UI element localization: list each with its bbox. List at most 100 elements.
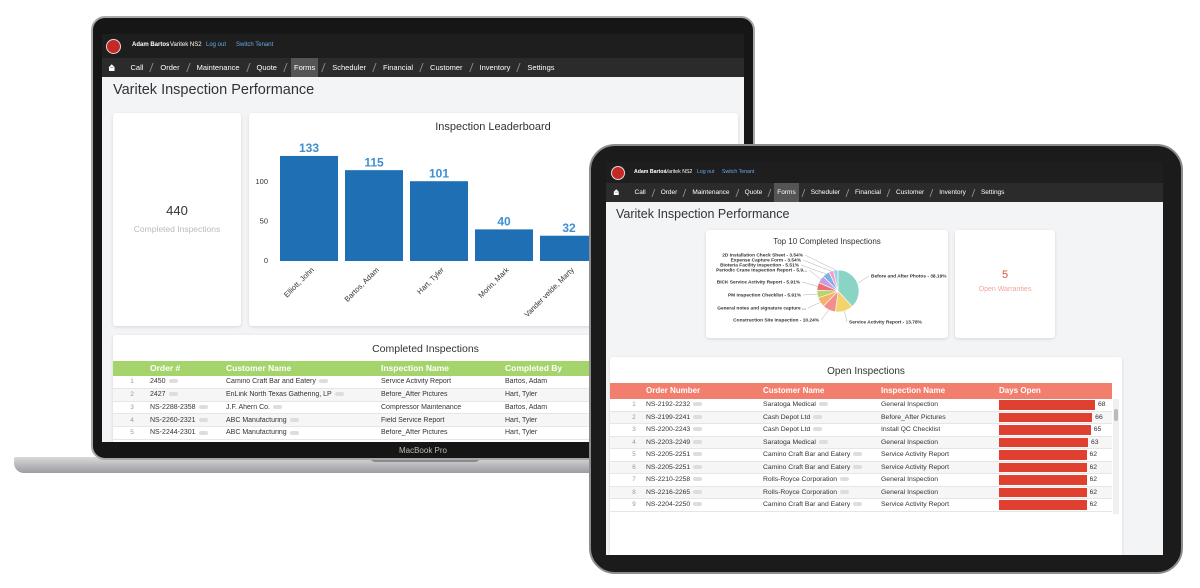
- scrollbar-thumb: [1114, 409, 1118, 421]
- bar-value-label: 115: [364, 155, 384, 169]
- bar-value-label: 101: [429, 166, 449, 180]
- table-cell: Before_After Pictures: [381, 429, 501, 436]
- nav-item[interactable]: Forms: [774, 183, 799, 202]
- leader-line: [802, 259, 832, 272]
- nav-separator: [516, 63, 521, 72]
- cell-text: EnLink North Texas Gathering, LP: [226, 390, 332, 398]
- table-cell: NS-2192-2232: [646, 401, 759, 408]
- nav-item[interactable]: Call: [130, 63, 144, 72]
- nav-item[interactable]: Customer: [896, 189, 925, 196]
- nav-item[interactable]: Quote: [256, 63, 277, 72]
- table-row: 5 NS-2244-2301 ABC Manufacturing Before_Aft…: [113, 427, 738, 440]
- table-row: 1 NS-2192-2232 Saratoga Medical General Ins…: [610, 399, 1112, 412]
- logo: [611, 165, 625, 180]
- days-value: 62: [1089, 501, 1098, 509]
- pill: [693, 427, 703, 432]
- nav-item[interactable]: Quote: [744, 189, 763, 196]
- table-cell: Service Activity Report: [381, 378, 501, 385]
- nav-item[interactable]: Financial: [383, 63, 414, 72]
- table-cell: Camino Craft Bar and Eatery: [763, 464, 877, 471]
- pie-slice: [833, 269, 839, 292]
- pill: [198, 430, 208, 435]
- row-number: 5: [130, 429, 134, 437]
- table-cell: NS-2200-2243: [646, 426, 759, 433]
- nav-item[interactable]: Settings: [980, 189, 1005, 196]
- nav-item[interactable]: Maintenance: [692, 189, 730, 196]
- table-cell: Hart, Tyler: [505, 417, 734, 424]
- table-cell: General Inspection: [881, 476, 995, 483]
- nav-item[interactable]: Forms: [290, 58, 319, 77]
- nav-item[interactable]: Order: [160, 63, 180, 72]
- table-cell: Hart, Tyler: [505, 391, 734, 398]
- table-cell: 2450: [150, 378, 222, 385]
- slice-label: Construction Site Inspection - 10.24%: [733, 317, 820, 323]
- days-value: 68: [1098, 401, 1106, 409]
- cell-text: NS-2210-2258: [646, 476, 691, 484]
- nav-item[interactable]: Customer: [430, 63, 463, 72]
- table-cell: 2427: [150, 391, 222, 398]
- nav-item[interactable]: Inventory: [479, 63, 511, 72]
- row-number: 1: [632, 401, 636, 409]
- pill: [840, 489, 850, 494]
- row-number: 4: [632, 438, 636, 446]
- nav-separator: [845, 188, 850, 197]
- cell-text: Bartos, Adam: [505, 403, 548, 411]
- chart-title: Top 10 Completed Inspections: [773, 237, 881, 246]
- column-header: Inspection Name: [381, 363, 450, 374]
- pill: [693, 452, 703, 457]
- nav-item[interactable]: Scheduler: [810, 189, 840, 196]
- nav-item[interactable]: Settings: [527, 63, 555, 72]
- header-link[interactable]: Switch Tenant: [236, 42, 274, 49]
- pill: [693, 464, 703, 469]
- days-bar: [999, 500, 1087, 510]
- table-cell: Camino Craft Bar and Eatery: [226, 378, 377, 385]
- pill: [289, 417, 299, 422]
- table-cell: Camino Craft Bar and Eatery: [763, 451, 877, 458]
- row-number: 5: [632, 451, 636, 459]
- column-header: Order Number: [646, 386, 701, 396]
- bar-value-label: 32: [562, 221, 576, 235]
- pie-card: Top 10 Completed Inspections Before and A…: [706, 230, 948, 338]
- user-name: Adam Bartos: [132, 42, 170, 49]
- cell-text: Before_After Pictures: [381, 429, 448, 437]
- days-bar: [999, 412, 1093, 422]
- cell-text: General Inspection: [881, 438, 939, 446]
- nav-item[interactable]: Financial: [854, 189, 881, 196]
- header-link[interactable]: Switch Tenant: [722, 169, 755, 176]
- nav-item[interactable]: Maintenance: [196, 63, 240, 72]
- days-bar: [999, 450, 1087, 460]
- days-value: 62: [1089, 451, 1098, 459]
- table-cell: Before_After Pictures: [381, 391, 501, 398]
- header-link[interactable]: Log out: [697, 169, 715, 176]
- table-cell: ABC Manufacturing: [226, 417, 377, 424]
- pill: [840, 477, 850, 482]
- nav-separator: [801, 188, 806, 197]
- table-cell: Saratoga Medical: [763, 401, 877, 408]
- nav-separator: [929, 188, 934, 197]
- laptop-screen: Adam Bartos Varitek NS2 Log out Switch Tena…: [102, 34, 744, 442]
- table-cell: NS-2205-2251: [646, 451, 759, 458]
- nav-item[interactable]: Scheduler: [332, 63, 367, 72]
- cell-text: NS-2205-2251: [646, 451, 691, 459]
- nav-item[interactable]: Order: [660, 189, 678, 196]
- table-cell: Rolls-Royce Corporation: [763, 489, 877, 496]
- pill: [693, 502, 703, 507]
- kpi-card: 5 Open Warranties: [955, 230, 1055, 338]
- x-tick-label: Hart, Tyler: [415, 265, 446, 296]
- table-cell: Hart, Tyler: [505, 429, 734, 436]
- table-cell: NS-2210-2258: [646, 476, 759, 483]
- slice-label: Periodic Crane Inspection Report - 5.9..…: [716, 267, 807, 273]
- table-cell: NS-2205-2251: [646, 464, 759, 471]
- nav-separator: [767, 188, 772, 197]
- cell-text: Camino Craft Bar and Eatery: [763, 463, 851, 471]
- table-cell: Rolls-Royce Corporation: [763, 476, 877, 483]
- cell-text: NS-2203-2249: [646, 438, 691, 446]
- days-bar: [999, 487, 1087, 497]
- pill: [198, 404, 208, 409]
- table-cell: NS-2203-2249: [646, 439, 759, 446]
- nav-item[interactable]: Inventory: [939, 189, 966, 196]
- cell-text: Before_After Pictures: [881, 413, 946, 421]
- header-link[interactable]: Log out: [206, 42, 227, 49]
- kpi-value: 440: [166, 203, 188, 218]
- nav-item[interactable]: Call: [634, 189, 646, 196]
